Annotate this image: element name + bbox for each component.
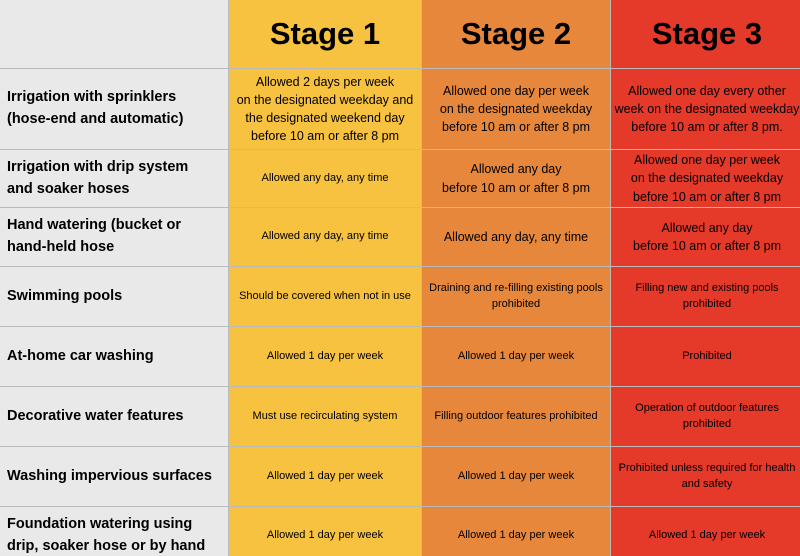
cell-line: Must use recirculating system	[252, 409, 398, 422]
cell-line: Allowed any day	[661, 220, 753, 235]
cell-line: Allowed any day	[470, 162, 562, 177]
cell-line: Allowed 1 day per week	[457, 528, 575, 541]
cell-line: Foundation watering using	[7, 515, 193, 532]
stage-cell: Operation of outdoor features prohibited	[611, 387, 800, 446]
cell-line: on the designated weekday	[439, 101, 593, 116]
stage-cell: Allowed one day per week on the designate…	[611, 150, 800, 207]
cell-line: (hose-end and automatic)	[7, 111, 184, 127]
stage-header: Stage 1	[229, 0, 421, 68]
cell-line: hand-held hose	[7, 239, 115, 255]
row-label: Irrigation with sprinklers (hose-end and …	[0, 69, 228, 149]
cell-line: before 10 am or after 8 pm	[442, 180, 590, 195]
cell-line: prohibited	[491, 297, 541, 310]
stage-cell: Allowed any day before 10 am or after 8 p…	[422, 150, 610, 207]
cell-line: before 10 am or after 8 pm	[442, 120, 590, 135]
stage-cell: Allowed 1 day per week	[422, 447, 610, 506]
stage-cell: Filling outdoor features prohibited	[422, 387, 610, 446]
stage-cell: Allowed any day before 10 am or after 8 p…	[611, 208, 800, 266]
cell-line: Filling outdoor features prohibited	[434, 409, 598, 422]
cell-line: Allowed one day every other	[628, 83, 786, 98]
cell-line: At-home car washing	[7, 347, 154, 364]
stage-cell: Allowed 1 day per week	[229, 327, 421, 386]
cell-line: the designated weekend day	[245, 111, 405, 125]
cell-line: Washing impervious surfaces	[7, 467, 212, 484]
cell-line: Allowed 2 days per week	[255, 74, 395, 89]
cell-line: Allowed one day per week	[443, 83, 589, 98]
stage-cell: Allowed 2 days per week on the designated…	[229, 69, 421, 149]
stage-cell: Allowed 1 day per week	[611, 507, 800, 556]
cell-line: and soaker hoses	[7, 180, 130, 197]
cell-line: Prohibited	[682, 349, 732, 362]
stage-cell: Allowed one day every other week on the d…	[611, 69, 800, 149]
stage-cell: Draining and re-filling existing pools pr…	[422, 267, 610, 326]
cell-line: Allowed 1 day per week	[457, 349, 575, 362]
cell-line: Irrigation with sprinklers	[7, 89, 177, 106]
stage-cell: Allowed 1 day per week	[422, 327, 610, 386]
cell-line: Hand watering (bucket or	[7, 217, 182, 234]
stage-cell: Allowed 1 day per week	[229, 507, 421, 556]
cell-line: before 10 am or after 8 pm	[633, 189, 781, 204]
cell-line: Allowed 1 day per week	[457, 469, 575, 482]
cell-line: Decorative water features	[7, 407, 184, 424]
stage-cell: Prohibited	[611, 327, 800, 386]
cell-line: before 10 am or after 8 pm	[251, 129, 399, 144]
row-label: At-home car washing	[0, 327, 228, 386]
cell-line: Allowed any day, any time	[261, 171, 389, 184]
cell-line: Allowed 1 day per week	[266, 349, 384, 362]
cell-line: Allowed any day, any time	[261, 230, 389, 243]
cell-line: prohibited	[682, 417, 732, 430]
stage-cell: Allowed any day, any time	[229, 208, 421, 266]
cell-line: week on the designated weekday	[614, 101, 800, 116]
row-label: Foundation watering using drip, soaker ho…	[0, 507, 228, 556]
cell-line: on the designated weekday	[630, 171, 784, 186]
cell-line: Prohibited unless required for health	[618, 461, 796, 474]
stage-header: Stage 2	[422, 0, 610, 68]
row-label: Swimming pools	[0, 267, 228, 326]
stage-cell: Allowed 1 day per week	[422, 507, 610, 556]
stage-cell: Prohibited unless required for health and…	[611, 447, 800, 506]
cell-line: drip, soaker hose or by hand	[7, 537, 206, 554]
stage-cell: Allowed one day per week on the designate…	[422, 69, 610, 149]
row-label: Washing impervious surfaces	[0, 447, 228, 506]
row-label: Irrigation with drip system and soaker ho…	[0, 150, 228, 207]
stage-cell: Filling new and existing pools prohibited	[611, 267, 800, 326]
cell-line: and safety	[681, 477, 733, 490]
cell-line: Swimming pools	[7, 287, 123, 304]
stage-header: Stage 3	[611, 0, 800, 68]
stage-cell: Allowed any day, any time	[229, 150, 421, 207]
cell-line: Allowed one day per week	[634, 153, 780, 168]
cell-line: before 10 am or after 8 pm	[633, 239, 781, 253]
cell-line: on the designated weekday and	[236, 92, 414, 107]
cell-line: Draining and re-filling existing pools	[429, 281, 603, 294]
cell-line: Should be covered when not in use	[239, 289, 411, 302]
cell-line: Allowed 1 day per week	[266, 469, 384, 482]
stage-cell: Allowed 1 day per week	[229, 447, 421, 506]
cell-line: Filling new and existing pools	[635, 281, 779, 294]
cell-line: prohibited	[682, 297, 732, 310]
stage-cell: Allowed any day, any time	[422, 208, 610, 266]
row-label: Decorative water features	[0, 387, 228, 446]
stage-cell: Should be covered when not in use	[229, 267, 421, 326]
cell-line: Allowed any day, any time	[443, 229, 589, 244]
row-label: Hand watering (bucket or hand-held hose	[0, 208, 228, 266]
cell-line: Irrigation with drip system	[7, 158, 189, 175]
cell-line: Operation of outdoor features	[635, 401, 779, 414]
cell-line: before 10 am or after 8 pm.	[631, 120, 783, 135]
stage-cell: Must use recirculating system	[229, 387, 421, 446]
cell-line: Allowed 1 day per week	[266, 528, 384, 541]
corner-cell	[0, 0, 228, 68]
cell-line: Allowed 1 day per week	[648, 528, 766, 541]
